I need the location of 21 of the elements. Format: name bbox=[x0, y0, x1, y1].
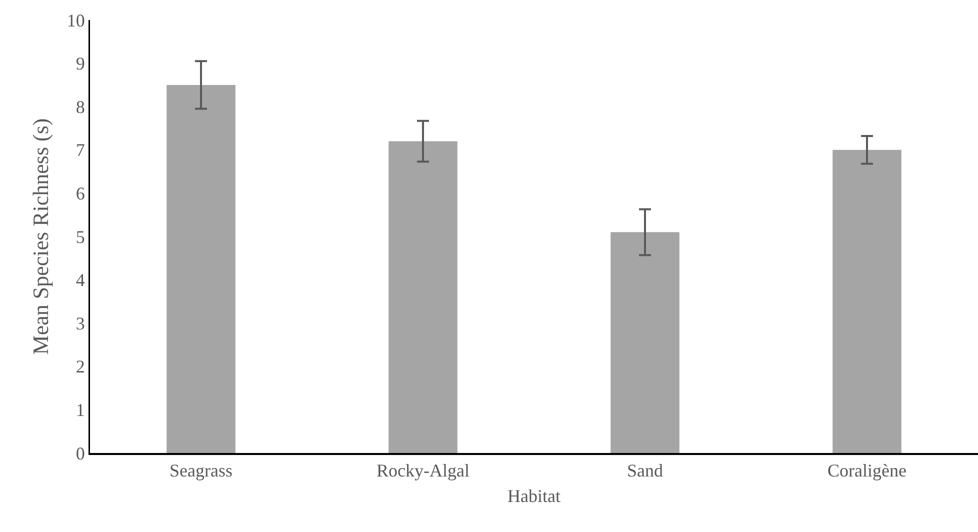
y-tick-label: 1 bbox=[76, 400, 85, 420]
x-tick-label: Rocky-Algal bbox=[376, 460, 470, 481]
y-tick-label: 7 bbox=[76, 140, 85, 160]
x-axis-title: Habitat bbox=[508, 486, 560, 506]
x-tick-label: Sand bbox=[627, 460, 663, 481]
y-tick-label: 8 bbox=[76, 96, 85, 117]
bar bbox=[832, 150, 902, 453]
y-tick-label: 2 bbox=[76, 356, 85, 377]
y-tick-label: 3 bbox=[76, 313, 85, 334]
y-tick-label: 10 bbox=[66, 10, 85, 30]
x-tick-label: Seagrass bbox=[170, 460, 232, 481]
bar bbox=[166, 84, 236, 453]
y-tick-label: 6 bbox=[76, 184, 85, 204]
bar bbox=[388, 141, 458, 453]
y-tick-label: 0 bbox=[76, 443, 85, 464]
y-tick-label: 4 bbox=[76, 270, 85, 290]
bar bbox=[610, 232, 680, 453]
y-tick-label: 9 bbox=[76, 54, 85, 74]
y-axis-title: Mean Species Richness (s) bbox=[28, 118, 53, 355]
x-tick-label: Coraligène bbox=[828, 460, 906, 481]
y-tick-label: 5 bbox=[76, 226, 85, 247]
